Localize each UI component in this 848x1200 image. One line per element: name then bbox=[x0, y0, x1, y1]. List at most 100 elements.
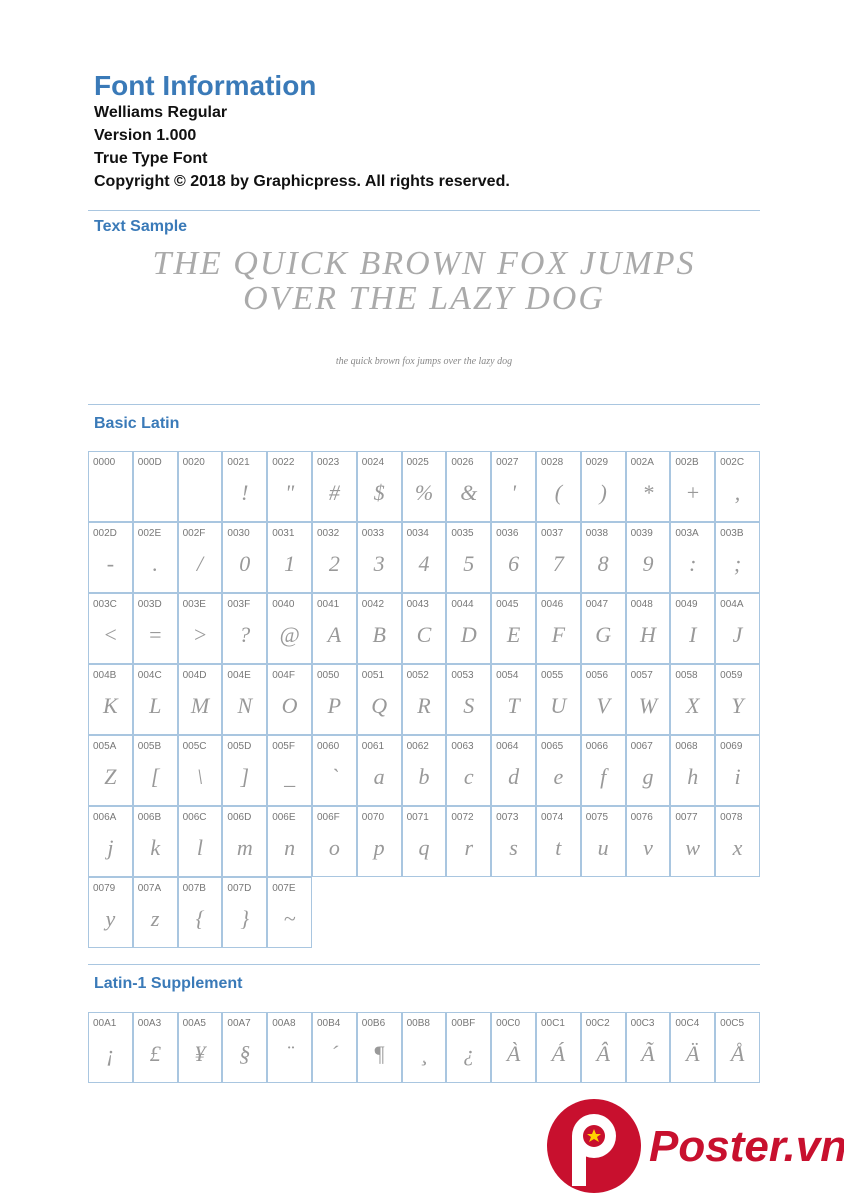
code-label: 0043 bbox=[406, 599, 429, 610]
code-label: 003B bbox=[720, 528, 744, 539]
code-label: 0039 bbox=[630, 528, 653, 539]
glyph-grid: 0000 000D 0020 0021! 0022 " 0023 #0024 $0025% 002… bbox=[88, 451, 760, 948]
glyph-cell: 0058 X bbox=[670, 664, 716, 735]
glyph: ´ bbox=[330, 1041, 339, 1066]
glyph: } bbox=[240, 906, 250, 931]
glyph: v bbox=[643, 835, 653, 860]
glyph: 5 bbox=[463, 551, 475, 576]
glyph-cell: 0047 G bbox=[580, 593, 626, 664]
code-label: 0020 bbox=[182, 457, 205, 468]
code-label: 0042 bbox=[361, 599, 385, 610]
glyph: l bbox=[196, 835, 204, 860]
code-label: 0069 bbox=[720, 741, 743, 752]
glyph: k bbox=[150, 835, 161, 860]
code-label: 0052 bbox=[406, 670, 429, 681]
code-label: 0065 bbox=[540, 741, 564, 752]
glyph-cell: 0070 p bbox=[356, 806, 402, 877]
glyph: N bbox=[237, 693, 253, 718]
glyph-cell: 0062 b bbox=[401, 735, 447, 806]
glyph: , bbox=[734, 480, 741, 505]
glyph-cell: 006F o bbox=[311, 806, 357, 877]
glyph: 4 bbox=[418, 551, 430, 576]
glyph: E bbox=[506, 622, 521, 647]
code-label: 0048 bbox=[630, 599, 653, 610]
divider bbox=[88, 404, 760, 405]
glyph-cell: 0046 F bbox=[535, 593, 581, 664]
glyph-cell: 0037 7 bbox=[535, 522, 581, 593]
code-label: 004F bbox=[272, 670, 295, 681]
glyph: " bbox=[284, 480, 295, 505]
glyph: C bbox=[416, 622, 432, 647]
code-label: 0041 bbox=[316, 599, 340, 610]
code-label: 0068 bbox=[675, 741, 698, 752]
glyph-grid: 00A1 ¡ 00A3 £00A5 ¥00A7 § 00A8 ¨ 00B4 ´ 00B6 ¶ 00B8 ¸… bbox=[88, 1012, 760, 1083]
glyph-cell: 006A j bbox=[88, 806, 133, 877]
glyph: z bbox=[150, 906, 160, 931]
code-label: 0025 bbox=[406, 457, 429, 468]
glyph-cell: 0043 C bbox=[401, 593, 447, 664]
glyph-cell: 0000 bbox=[88, 451, 133, 522]
glyph: t bbox=[555, 835, 562, 860]
glyph-cell: 0045 E bbox=[491, 593, 536, 664]
code-label: 004B bbox=[93, 670, 117, 681]
info-line: True Type Font bbox=[94, 150, 208, 167]
glyph-cell: 004E N bbox=[222, 664, 268, 735]
glyph: § bbox=[239, 1041, 251, 1066]
glyph-cell: 002F / bbox=[177, 522, 223, 593]
code-label: 0029 bbox=[585, 457, 609, 468]
code-label: 006A bbox=[93, 812, 117, 823]
glyph: 8 bbox=[597, 551, 609, 576]
glyph: a bbox=[373, 764, 385, 789]
glyph: 7 bbox=[552, 551, 564, 576]
glyph: r bbox=[464, 835, 474, 860]
glyph: h bbox=[687, 764, 699, 789]
glyph-cell: 007D} bbox=[222, 877, 268, 948]
glyph-cell: 0072 r bbox=[446, 806, 492, 877]
code-label: 00B4 bbox=[316, 1018, 341, 1029]
code-label: 005D bbox=[227, 741, 252, 752]
glyph: : bbox=[689, 551, 697, 576]
glyph: / bbox=[196, 551, 204, 576]
glyph-cell: 0053 S bbox=[446, 664, 492, 735]
logo-p-stem bbox=[572, 1136, 586, 1186]
glyph: u bbox=[597, 835, 609, 860]
glyph-cell: 0076 v bbox=[625, 806, 671, 877]
code-label: 006C bbox=[182, 812, 207, 823]
section-heading: Text Sample bbox=[94, 218, 188, 235]
code-label: 0036 bbox=[496, 528, 519, 539]
code-label: 004A bbox=[720, 599, 744, 610]
code-label: 00BF bbox=[451, 1018, 476, 1029]
glyph-cell: 0036 6 bbox=[491, 522, 536, 593]
glyph: m bbox=[236, 835, 253, 860]
glyph-cell: 0057 W bbox=[625, 664, 671, 735]
glyph: . bbox=[152, 551, 158, 576]
glyph-cell: 00BF ¿ bbox=[446, 1012, 492, 1083]
glyph: D bbox=[460, 622, 477, 647]
glyph-cell: 0074 t bbox=[535, 806, 581, 877]
code-label: 0076 bbox=[630, 812, 653, 823]
glyph: j bbox=[107, 835, 114, 860]
glyph-cell: 002C, bbox=[715, 451, 760, 522]
glyph-cell: 00C1 Á bbox=[535, 1012, 581, 1083]
glyph-cell: 005D] bbox=[222, 735, 268, 806]
code-label: 00A5 bbox=[182, 1018, 206, 1029]
code-label: 00A1 bbox=[93, 1018, 117, 1029]
glyph: ' bbox=[511, 480, 516, 505]
glyph-cell: 0061 a bbox=[356, 735, 402, 806]
glyph-cell: 0055 U bbox=[535, 664, 581, 735]
glyph-cell: 00A7 § bbox=[222, 1012, 268, 1083]
code-label: 006D bbox=[227, 812, 252, 823]
glyph: ? bbox=[239, 622, 251, 647]
code-label: 002E bbox=[137, 528, 162, 539]
glyph: d bbox=[508, 764, 520, 789]
glyph: p bbox=[373, 835, 385, 860]
code-label: 00B8 bbox=[406, 1018, 430, 1029]
info-line: Welliams Regular bbox=[94, 104, 228, 121]
code-label: 0054 bbox=[496, 670, 519, 681]
glyph: 6 bbox=[508, 551, 520, 576]
glyph-cell: 0073 s bbox=[491, 806, 536, 877]
glyph-cell: 005A Z bbox=[88, 735, 133, 806]
code-label: 0045 bbox=[496, 599, 519, 610]
glyph: 2 bbox=[328, 551, 340, 576]
code-label: 00C5 bbox=[720, 1018, 745, 1029]
